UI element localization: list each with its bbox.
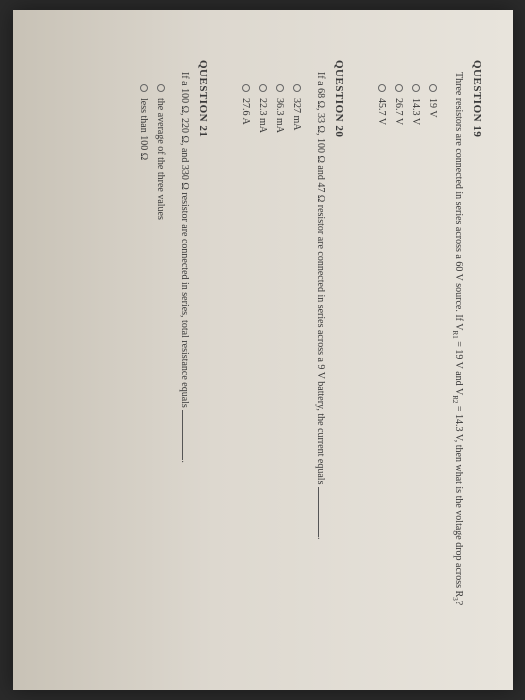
radio-icon [276, 84, 284, 92]
option-label: the average of the three values [152, 98, 169, 220]
option-label: 45.7 V [373, 98, 390, 125]
text-fragment: If a 100 Ω, 220 Ω, and 330 Ω resistor ar… [179, 72, 190, 410]
question-text: Three resistors are connected in series … [449, 72, 465, 650]
option-label: 327 mA [288, 98, 305, 131]
option-row[interactable]: 26.7 V [390, 84, 407, 650]
option-label: 19 V [424, 98, 441, 118]
option-row[interactable]: the average of the three values [152, 84, 169, 650]
text-fragment: ? [453, 601, 464, 605]
option-row[interactable]: 22.3 mA [254, 84, 271, 650]
question-heading: QUESTION 21 [197, 60, 209, 650]
option-label: less than 100 Ω [135, 98, 152, 160]
option-label: 27.6 A [237, 98, 254, 125]
option-row[interactable]: 45.7 V [373, 84, 390, 650]
radio-icon [378, 84, 386, 92]
radio-icon [293, 84, 301, 92]
question-text: If a 100 Ω, 220 Ω, and 330 Ω resistor ar… [177, 72, 191, 650]
option-label: 36.3 mA [271, 98, 288, 133]
worksheet-paper: QUESTION 19 Three resistors are connecte… [13, 10, 513, 690]
text-fragment: If a 68 Ω, 33 Ω, 100 Ω and 47 Ω resistor… [315, 72, 326, 487]
radio-icon [259, 84, 267, 92]
options-list: the average of the three values less tha… [135, 84, 169, 650]
option-row[interactable]: 327 mA [288, 84, 305, 650]
option-row[interactable]: 19 V [424, 84, 441, 650]
option-row[interactable]: 36.3 mA [271, 84, 288, 650]
option-label: 26.7 V [390, 98, 407, 125]
option-row[interactable]: 14.3 V [407, 84, 424, 650]
question-21: QUESTION 21 If a 100 Ω, 220 Ω, and 330 Ω… [135, 60, 209, 650]
question-heading: QUESTION 20 [333, 60, 345, 650]
option-row[interactable]: less than 100 Ω [135, 84, 152, 650]
question-heading: QUESTION 19 [471, 60, 483, 650]
radio-icon [157, 84, 165, 92]
text-fragment: = 14.3 V, then what is the voltage drop … [453, 403, 464, 597]
question-20: QUESTION 20 If a 68 Ω, 33 Ω, 100 Ω and 4… [237, 60, 345, 650]
text-fragment: = 19 V and V [453, 339, 464, 395]
option-row[interactable]: 27.6 A [237, 84, 254, 650]
question-19: QUESTION 19 Three resistors are connecte… [373, 60, 483, 650]
options-list: 19 V 14.3 V 26.7 V 45.7 V [373, 84, 441, 650]
radio-icon [395, 84, 403, 92]
radio-icon [412, 84, 420, 92]
radio-icon [140, 84, 148, 92]
options-list: 327 mA 36.3 mA 22.3 mA 27.6 A [237, 84, 305, 650]
subscript: R1 [451, 331, 459, 339]
radio-icon [429, 84, 437, 92]
fill-blank [182, 410, 191, 460]
option-label: 22.3 mA [254, 98, 271, 133]
text-fragment: Three resistors are connected in series … [453, 72, 464, 331]
question-text: If a 68 Ω, 33 Ω, 100 Ω and 47 Ω resistor… [313, 72, 327, 650]
option-label: 14.3 V [407, 98, 424, 125]
radio-icon [242, 84, 250, 92]
fill-blank [318, 487, 327, 537]
